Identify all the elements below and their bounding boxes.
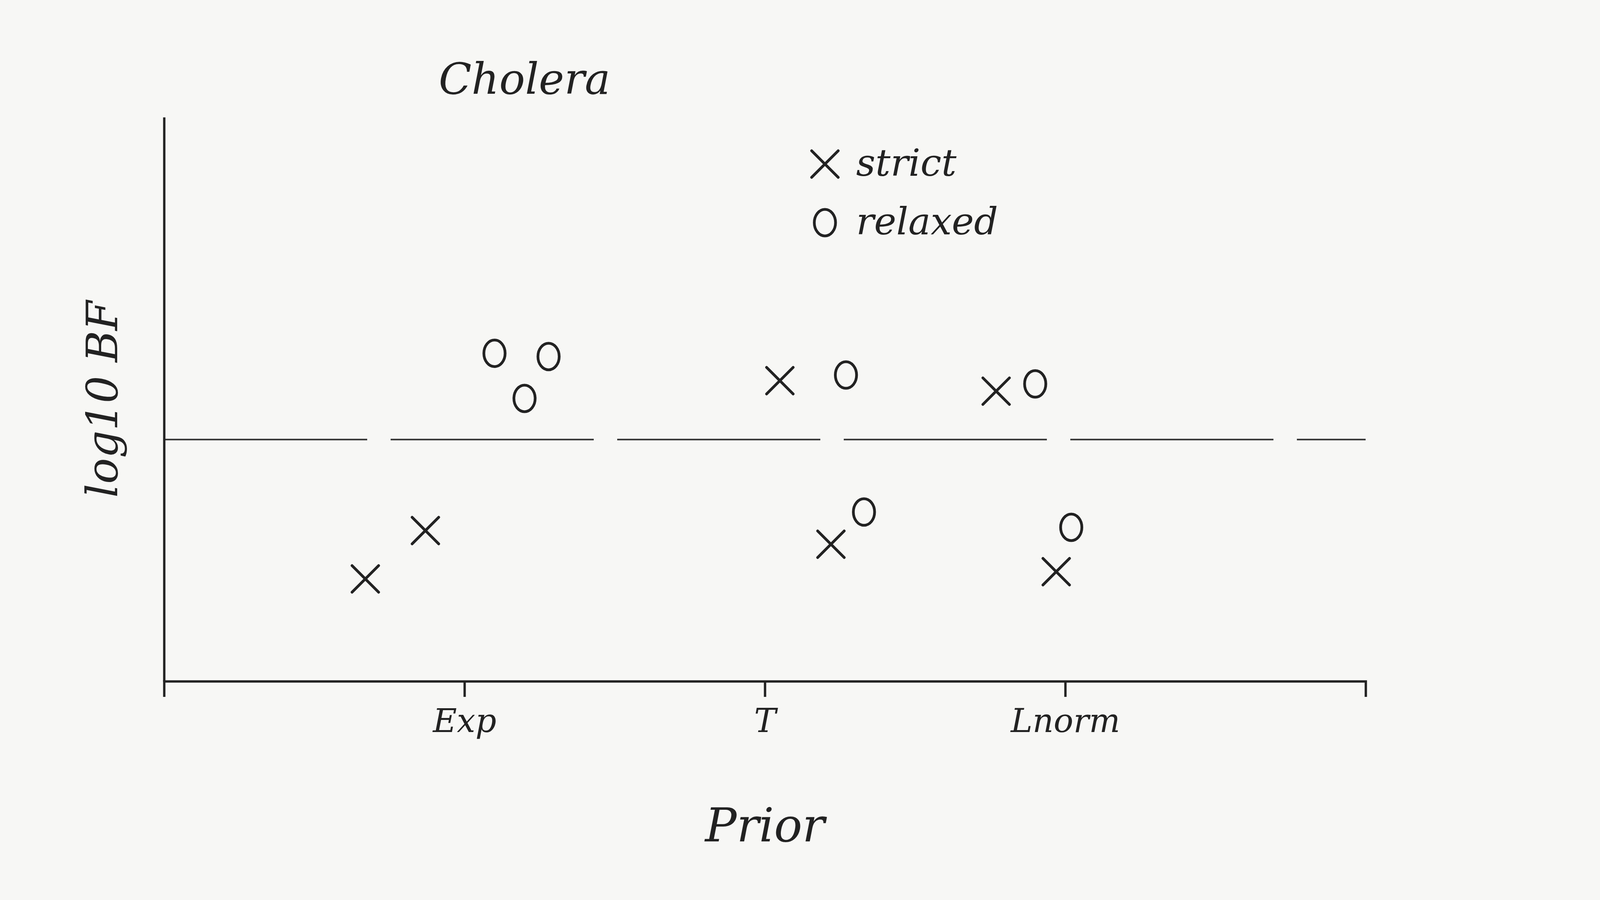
grid <box>164 439 1366 440</box>
x-tick-label: Lnorm <box>1009 701 1120 740</box>
point <box>1042 558 1070 585</box>
x-tick-label: T <box>753 701 779 740</box>
point <box>537 343 559 370</box>
point <box>817 530 845 558</box>
legend-symbol <box>811 150 839 178</box>
legend: strict relaxed <box>811 141 999 244</box>
y-axis <box>164 117 165 682</box>
x-axis: Exp T Lnorm <box>164 681 1367 740</box>
plot: Exp T Lnorm <box>164 117 1367 740</box>
point <box>853 498 875 526</box>
x-tick-label: Exp <box>432 701 497 740</box>
x-tick-mark <box>764 681 767 697</box>
title: Cholera <box>438 53 611 104</box>
points <box>351 339 1082 593</box>
legend-symbol <box>814 209 836 236</box>
x-tick-mark <box>1064 681 1067 697</box>
point <box>514 385 536 412</box>
y-axis-title: log10 BF <box>77 299 128 498</box>
point <box>483 339 506 367</box>
x-tick-mark <box>463 681 467 697</box>
point <box>1060 514 1082 541</box>
legend-item: strict <box>811 141 957 185</box>
chart: Exp T Lnorm Cholera Prior log10 BF strict relax… <box>0 0 1600 900</box>
x-axis-title: Prior <box>704 798 828 853</box>
point <box>412 517 439 544</box>
x-tick: T <box>753 681 779 740</box>
y-axis-line <box>163 117 166 682</box>
x-axis-line <box>164 681 1367 698</box>
point <box>766 367 793 395</box>
legend-label: relaxed <box>856 199 999 244</box>
point <box>982 377 1010 405</box>
x-tick: Lnorm <box>1009 681 1120 740</box>
legend-label: strict <box>856 141 957 185</box>
grid-line <box>164 438 1366 441</box>
series-1 <box>483 339 1083 541</box>
point <box>351 565 379 593</box>
legend-item: relaxed <box>814 199 999 244</box>
point <box>835 361 857 389</box>
series-0 <box>351 367 1070 593</box>
x-tick: Exp <box>432 681 497 740</box>
point <box>1024 370 1046 398</box>
